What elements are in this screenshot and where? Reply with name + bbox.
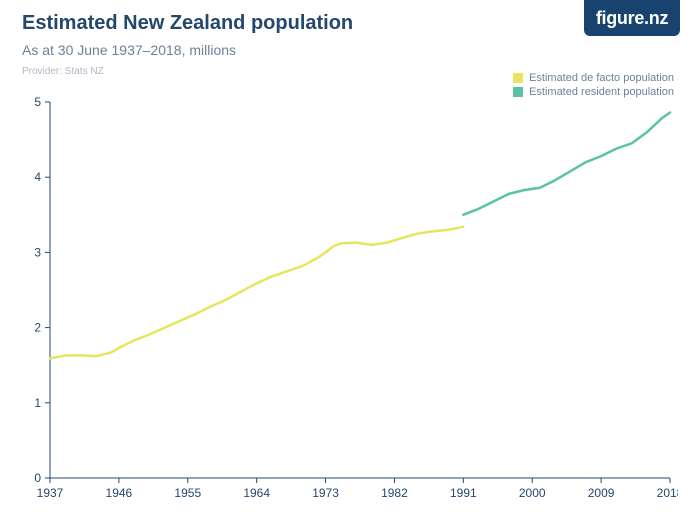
svg-text:1964: 1964 [243, 486, 270, 500]
svg-text:2000: 2000 [519, 486, 546, 500]
svg-text:1991: 1991 [450, 486, 477, 500]
legend-item: Estimated de facto population [513, 72, 674, 84]
svg-text:5: 5 [34, 96, 41, 109]
chart-svg: 0 1 2 3 4 5 1937 1946 1955 1964 1973 1982 1991 2000 20… [22, 96, 678, 506]
chart-subtitle: As at 30 June 1937–2018, millions [22, 42, 236, 58]
legend-swatch-0 [513, 73, 523, 83]
svg-text:1: 1 [34, 396, 41, 410]
brand-logo-text: figure.nz [596, 8, 668, 29]
svg-text:4: 4 [34, 170, 41, 184]
brand-logo: figure.nz [584, 0, 680, 36]
svg-text:2009: 2009 [588, 486, 615, 500]
legend-label-0: Estimated de facto population [529, 72, 674, 84]
svg-text:0: 0 [34, 471, 41, 485]
svg-text:1982: 1982 [381, 486, 408, 500]
svg-text:2018: 2018 [657, 486, 678, 500]
svg-text:3: 3 [34, 245, 41, 259]
svg-text:1946: 1946 [106, 486, 133, 500]
svg-text:1973: 1973 [312, 486, 339, 500]
svg-text:1937: 1937 [37, 486, 64, 500]
svg-text:1955: 1955 [174, 486, 201, 500]
chart-provider: Provider: Stats NZ [22, 66, 104, 77]
chart-title: Estimated New Zealand population [22, 12, 353, 35]
svg-text:2: 2 [34, 321, 41, 335]
line-chart: 0 1 2 3 4 5 1937 1946 1955 1964 1973 1982 1991 2000 20… [22, 96, 678, 506]
